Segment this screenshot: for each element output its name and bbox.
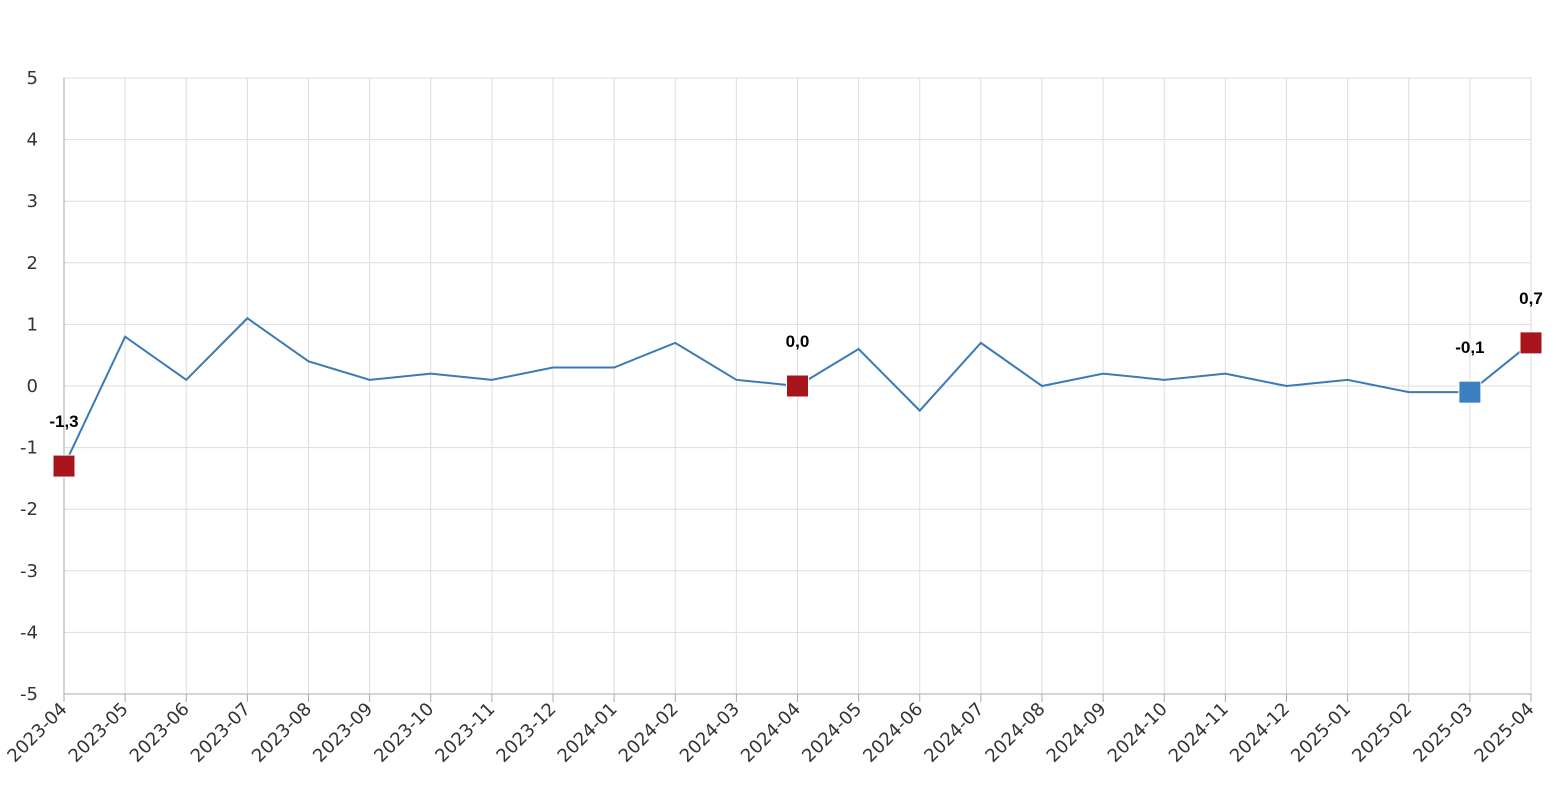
x-tick-label: 2024-11	[1165, 699, 1233, 767]
x-tick-label: 2024-03	[676, 699, 744, 767]
x-tick-label: 2025-03	[1409, 699, 1477, 767]
x-tick-label: 2023-05	[65, 699, 133, 767]
y-tick-label: 3	[27, 191, 38, 212]
x-tick-label: 2024-10	[1104, 699, 1172, 767]
marker	[786, 374, 809, 398]
x-tick-label: 2024-02	[615, 699, 683, 767]
x-tick-label: 2024-05	[798, 699, 866, 767]
x-tick-label: 2023-08	[248, 699, 316, 767]
x-tick-label: 2024-04	[737, 699, 805, 767]
x-tick-label: 2023-06	[126, 699, 194, 767]
y-tick-label: -3	[20, 561, 38, 582]
x-tick-label: 2023-11	[431, 699, 499, 767]
marker	[1458, 380, 1482, 404]
x-tick-label: 2023-07	[187, 699, 255, 767]
y-tick-label: 5	[27, 68, 38, 89]
x-tick-label: 2024-06	[859, 699, 927, 767]
y-tick-label: 4	[27, 130, 38, 151]
value-label: 0,7	[1519, 289, 1543, 308]
value-label: -1,3	[49, 412, 78, 431]
x-tick-label: 2023-09	[309, 699, 377, 767]
x-tick-label: 2025-02	[1348, 699, 1416, 767]
y-tick-label: 1	[27, 314, 38, 335]
y-tick-label: -2	[20, 499, 38, 520]
x-tick-label: 2024-12	[1226, 699, 1294, 767]
x-tick-label: 2024-08	[981, 699, 1049, 767]
x-tick-label: 2023-10	[370, 699, 438, 767]
x-tick-label: 2024-07	[920, 699, 988, 767]
y-tick-label: -4	[20, 622, 38, 643]
value-label: -0,1	[1455, 338, 1484, 357]
marker	[1519, 331, 1543, 355]
y-tick-label: 2	[27, 253, 38, 274]
x-tick-label: 2024-01	[554, 699, 622, 767]
y-tick-label: 0	[27, 376, 38, 397]
marker	[52, 454, 76, 478]
x-tick-label: 2025-01	[1287, 699, 1355, 767]
x-tick-label: 2024-09	[1043, 699, 1111, 767]
y-tick-label: -5	[20, 684, 38, 705]
x-tick-label: 2025-04	[1470, 699, 1538, 767]
x-tick-label: 2023-12	[492, 699, 560, 767]
x-tick-label: 2023-04	[3, 699, 71, 767]
value-label: 0,0	[786, 332, 810, 351]
y-tick-label: -1	[20, 438, 38, 459]
